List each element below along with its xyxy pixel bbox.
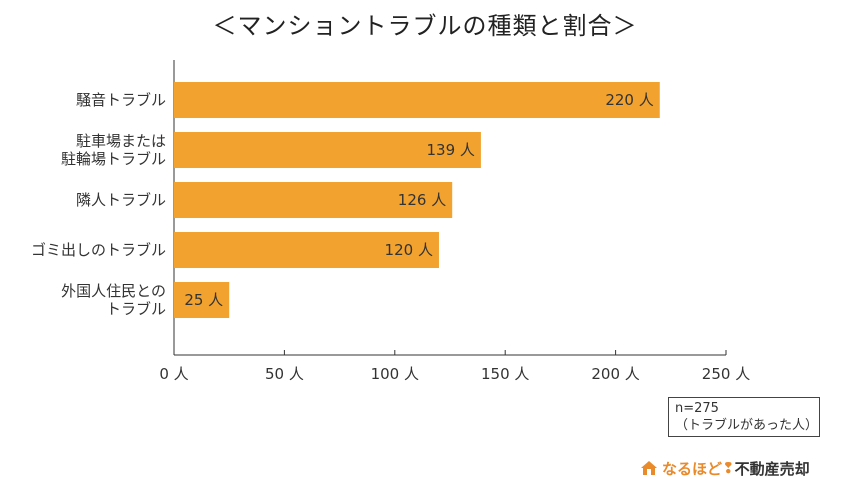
category-label: 駐輪場トラブル	[61, 150, 166, 168]
x-tick-label: 150 人	[481, 365, 529, 383]
bar-value-label: 220 人	[605, 91, 653, 109]
x-tick-label: 50 人	[265, 365, 304, 383]
bar	[174, 232, 439, 268]
sample-size: n=275	[675, 401, 719, 416]
category-label: 外国人住民との	[61, 282, 166, 300]
category-label: ゴミ出しのトラブル	[31, 241, 166, 259]
bar	[174, 182, 453, 218]
x-tick-label: 100 人	[371, 365, 419, 383]
bar-value-label: 126 人	[398, 191, 446, 209]
bar-value-label: 139 人	[427, 141, 475, 159]
bar-value-label: 25 人	[184, 291, 223, 309]
x-tick-label: 200 人	[591, 365, 639, 383]
bar	[174, 82, 660, 118]
x-tick-label: 250 人	[702, 365, 750, 383]
chart-title: ＜マンショントラブルの種類と割合＞	[212, 12, 638, 40]
bar	[174, 282, 230, 318]
x-tick-label: 0 人	[159, 365, 188, 383]
house-icon	[641, 461, 657, 475]
category-label: 駐車場または	[76, 132, 166, 150]
sample-description: （トラブルがあった人）	[675, 418, 819, 433]
sample-size-note: n=275 （トラブルがあった人）	[668, 397, 820, 437]
bar	[174, 132, 481, 168]
brand-mark: ❢	[722, 459, 735, 477]
category-label: トラブル	[106, 300, 166, 318]
category-label: 隣人トラブル	[76, 191, 166, 209]
brand-logo: なるほど ❢ 不動産売却	[640, 456, 810, 480]
bar-value-label: 120 人	[385, 241, 433, 259]
brand-name-part2: 不動産売却	[734, 459, 810, 478]
brand-name-part1: なるほど	[662, 459, 723, 478]
category-label: 騒音トラブル	[76, 91, 166, 109]
